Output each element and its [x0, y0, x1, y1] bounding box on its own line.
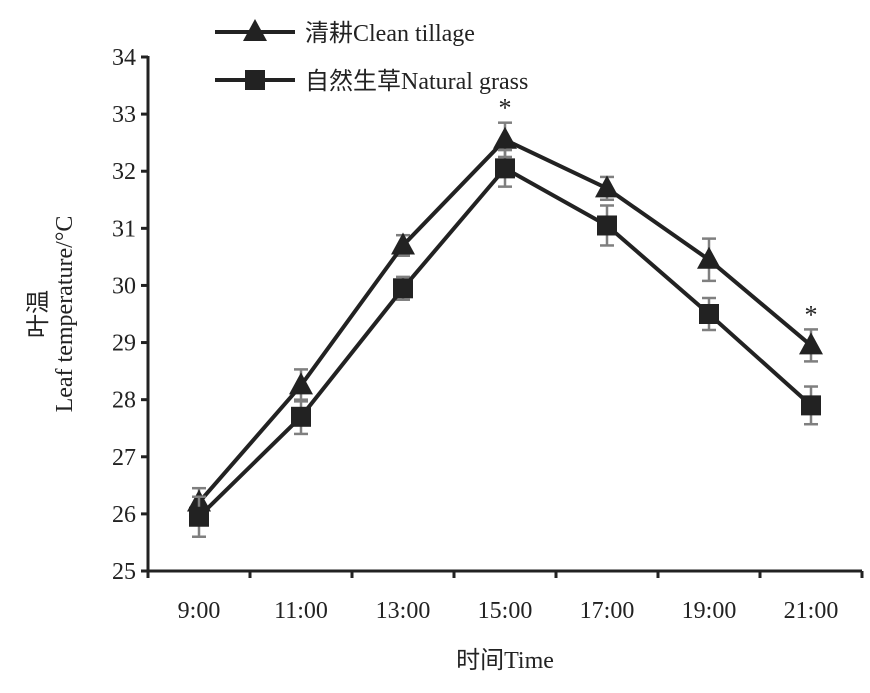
x-tick-label: 9:00	[178, 598, 221, 624]
y-tick-label: 34	[112, 45, 136, 71]
x-tick-label: 13:00	[376, 598, 431, 624]
legend-label: 清耕Clean tillage	[305, 20, 475, 47]
y-tick-label: 29	[112, 331, 136, 357]
square-marker	[801, 395, 821, 416]
square-marker	[699, 304, 719, 324]
y-tick-label: 26	[112, 502, 136, 528]
triangle-marker	[697, 246, 721, 269]
significance-asterisk: *	[499, 94, 512, 123]
y-tick-label: 30	[112, 273, 136, 299]
series-line	[197, 165, 813, 519]
x-tick-label: 15:00	[478, 598, 533, 624]
significance-asterisk: *	[805, 300, 818, 329]
square-marker	[393, 278, 413, 299]
triangle-marker	[391, 232, 415, 255]
square-marker	[597, 215, 617, 236]
x-axis-label: 时间Time	[456, 647, 554, 674]
y-tick-label: 33	[112, 102, 136, 128]
square-marker	[495, 158, 515, 179]
square-marker	[291, 406, 311, 427]
triangle-marker	[799, 332, 823, 355]
triangle-marker	[493, 126, 517, 149]
triangle-marker	[243, 19, 267, 41]
y-tick-label: 32	[112, 159, 136, 185]
legend: 清耕Clean tillage 自然生草Natural grass	[215, 19, 528, 95]
y-tick-label: 25	[112, 559, 136, 585]
square-marker	[245, 70, 265, 90]
legend-label: 自然生草Natural grass	[305, 68, 528, 95]
series-natural-grass	[189, 148, 821, 538]
y-tick-label: 31	[112, 216, 136, 242]
x-tick-label: 21:00	[784, 598, 839, 624]
y-axis-label-cn: 叶温	[25, 290, 52, 338]
y-axis-label: Leaf temperature/°C	[52, 216, 78, 413]
triangle-marker	[289, 372, 313, 395]
triangle-marker	[595, 175, 619, 198]
x-tick-label: 19:00	[682, 598, 737, 624]
y-tick-label: 27	[112, 445, 136, 471]
x-tick-label: 11:00	[274, 598, 328, 624]
y-tick-label: 28	[112, 388, 136, 414]
x-tick-label: 17:00	[580, 598, 635, 624]
square-marker	[189, 506, 209, 527]
